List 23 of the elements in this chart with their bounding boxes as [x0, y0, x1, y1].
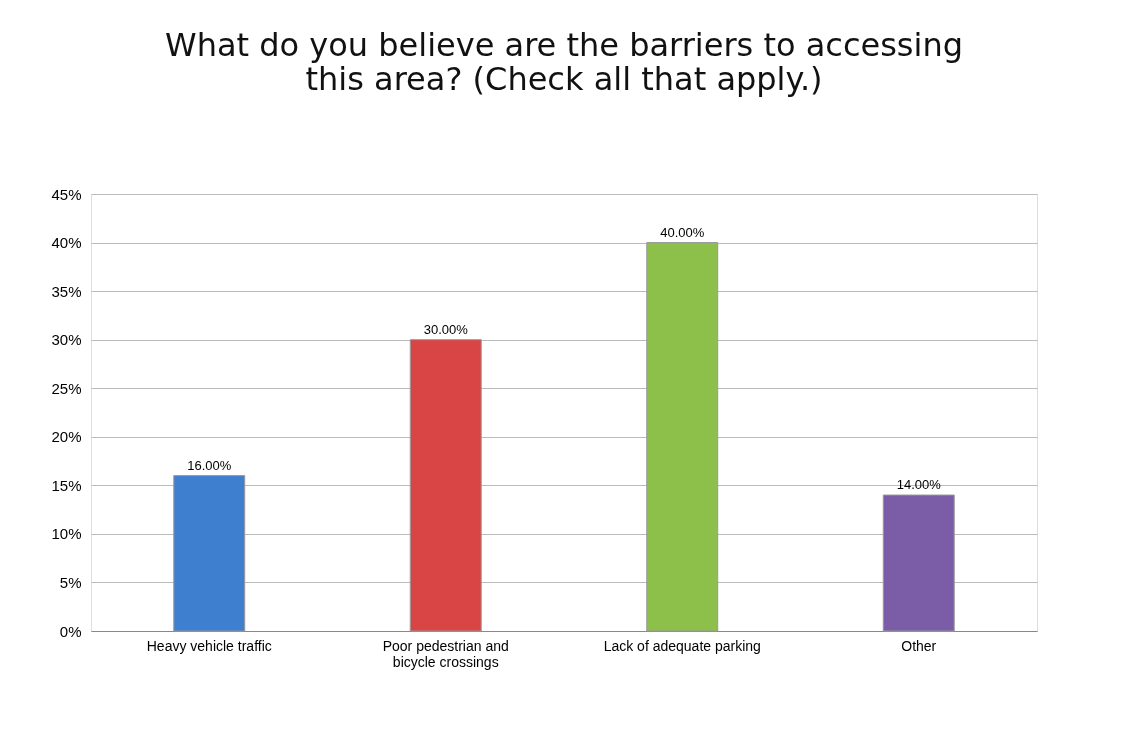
y-tick-label: 40%	[51, 234, 82, 252]
bar	[173, 475, 246, 632]
chart-title: What do you believe are the barriers to accessing this area? (Check all that apply.)	[164, 26, 964, 98]
data-label: 16.00%	[187, 457, 232, 473]
bar	[409, 339, 482, 632]
x-tick-label: Poor pedestrian and bicycle crossings	[382, 637, 509, 670]
bar	[646, 242, 719, 632]
bar	[882, 494, 955, 632]
y-tick-label: 25%	[51, 379, 82, 397]
y-tick-label: 35%	[51, 282, 82, 300]
y-tick-label: 30%	[51, 331, 82, 349]
data-label: 40.00%	[660, 224, 705, 240]
data-label: 30.00%	[423, 321, 469, 337]
data-label: 14.00%	[896, 477, 942, 493]
y-tick-label: 20%	[51, 428, 82, 446]
y-tick-label: 0%	[59, 622, 82, 640]
y-tick-label: 10%	[51, 525, 82, 543]
y-tick-label: 15%	[51, 476, 82, 494]
x-tick-label: Lack of adequate parking	[603, 637, 761, 654]
y-tick-label: 5%	[59, 573, 82, 591]
x-tick-label: Other	[901, 637, 937, 654]
x-tick-label: Heavy vehicle traffic	[146, 637, 272, 654]
y-tick-label: 45%	[51, 185, 82, 203]
